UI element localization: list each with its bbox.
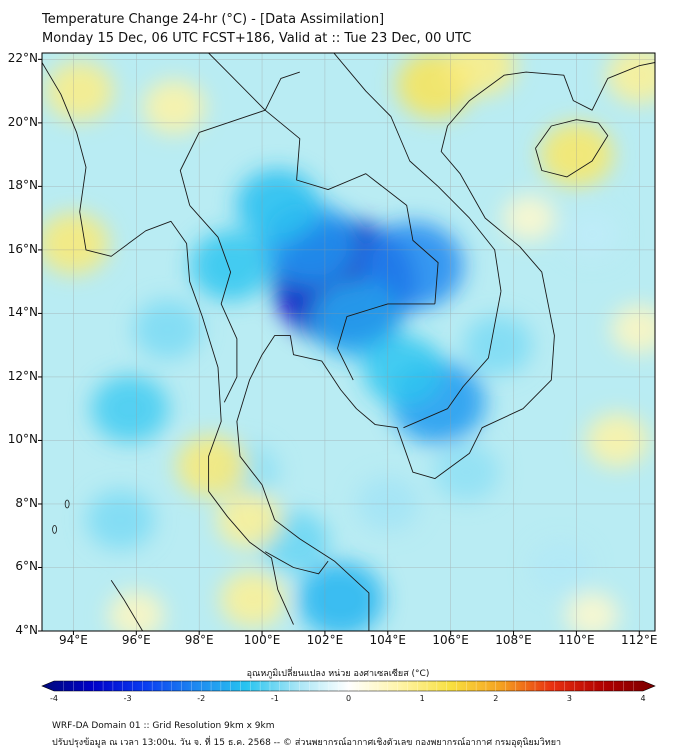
boundary-line-11 (110, 579, 143, 631)
boundary-line-4 (264, 109, 439, 304)
footer-model-info: WRF-DA Domain 01 :: Grid Resolution 9km … (52, 721, 275, 731)
field-anomaly-19 (45, 61, 114, 121)
lon-label: 96°E (121, 633, 151, 647)
lat-label: 16°N (7, 241, 38, 256)
footer-credit: ปรับปรุงข้อมูล ณ เวลา 13:00น. วัน จ. ที่… (52, 738, 562, 748)
field-anomaly-7 (297, 561, 384, 631)
lat-label: 12°N (7, 368, 38, 383)
field-anomaly-33 (565, 591, 619, 631)
temperature-change-map (38, 52, 656, 635)
boundary-line-7 (403, 291, 502, 429)
colorbar-tick: -3 (123, 694, 132, 703)
colorbar-tick: -4 (50, 694, 58, 703)
field-anomaly-20 (42, 212, 110, 275)
lon-label: 102°E (306, 633, 344, 647)
field-anomaly-4 (311, 280, 401, 359)
boundary-line-2 (535, 119, 609, 178)
colorbar-tick: 4 (640, 694, 646, 703)
lat-label: 14°N (7, 305, 38, 320)
field-anomaly-31 (502, 194, 556, 242)
field-anomaly-25 (606, 53, 655, 104)
boundary-line-1 (236, 62, 655, 631)
field-anomaly-13 (190, 230, 271, 301)
boundary-line-6 (333, 53, 502, 292)
field-anomaly-3 (236, 169, 320, 242)
lon-label: 94°E (58, 633, 88, 647)
chart-subtitle: Monday 15 Dec, 06 UTC FCST+186, Valid at… (42, 31, 472, 46)
lon-label: 112°E (621, 633, 658, 647)
lat-label: 10°N (7, 432, 38, 447)
colorbar (41, 680, 656, 692)
field-anomaly-10 (133, 299, 202, 359)
field-anomaly-21 (142, 79, 206, 135)
lat-label: 20°N (7, 114, 38, 129)
field-anomaly-26 (176, 434, 248, 497)
colorbar-title: อุณหภูมิเปลี่ยนแปลง หน่วย องศาเซลเซียส (… (246, 669, 430, 679)
chart-title: Temperature Change 24-hr (°C) - [Data As… (42, 12, 385, 27)
boundary-line-5 (337, 303, 435, 381)
lon-label: 104°E (369, 633, 407, 647)
field-anomaly-23 (447, 53, 517, 96)
field-anomaly-28 (219, 570, 286, 628)
colorbar-tick: -2 (197, 694, 206, 703)
boundary-line-0 (42, 62, 294, 625)
lat-label: 22°N (7, 51, 38, 66)
field-anomaly-14 (433, 443, 500, 501)
lon-label: 108°E (495, 633, 532, 647)
field-anomaly-9 (91, 375, 169, 443)
lat-label: 8°N (15, 495, 38, 510)
colorbar-tick: 2 (493, 694, 499, 703)
lat-label: 4°N (15, 623, 38, 637)
field-anomaly-15 (463, 315, 532, 375)
colorbar-tick: 3 (566, 694, 572, 703)
colorbar-tick: -1 (270, 694, 279, 703)
lon-label: 100°E (243, 633, 281, 647)
colorbar-tick: 1 (419, 694, 425, 703)
boundary-line-9 (208, 53, 266, 111)
boundary-line-8 (179, 71, 300, 206)
colorbar-tick: 0 (345, 694, 352, 703)
field-anomaly-11 (86, 490, 155, 550)
lon-label: 98°E (184, 633, 214, 647)
lon-label: 106°E (432, 633, 469, 647)
field-anomaly-27 (216, 491, 283, 549)
field-anomaly-17 (563, 209, 621, 259)
boundary-line-3 (189, 205, 238, 403)
lon-label: 110°E (558, 633, 595, 647)
field-anomaly-30 (611, 304, 655, 354)
field-anomaly-6 (363, 335, 444, 406)
lat-label: 18°N (7, 178, 38, 193)
lat-label: 6°N (15, 559, 38, 574)
boundary-line-10 (264, 551, 329, 575)
